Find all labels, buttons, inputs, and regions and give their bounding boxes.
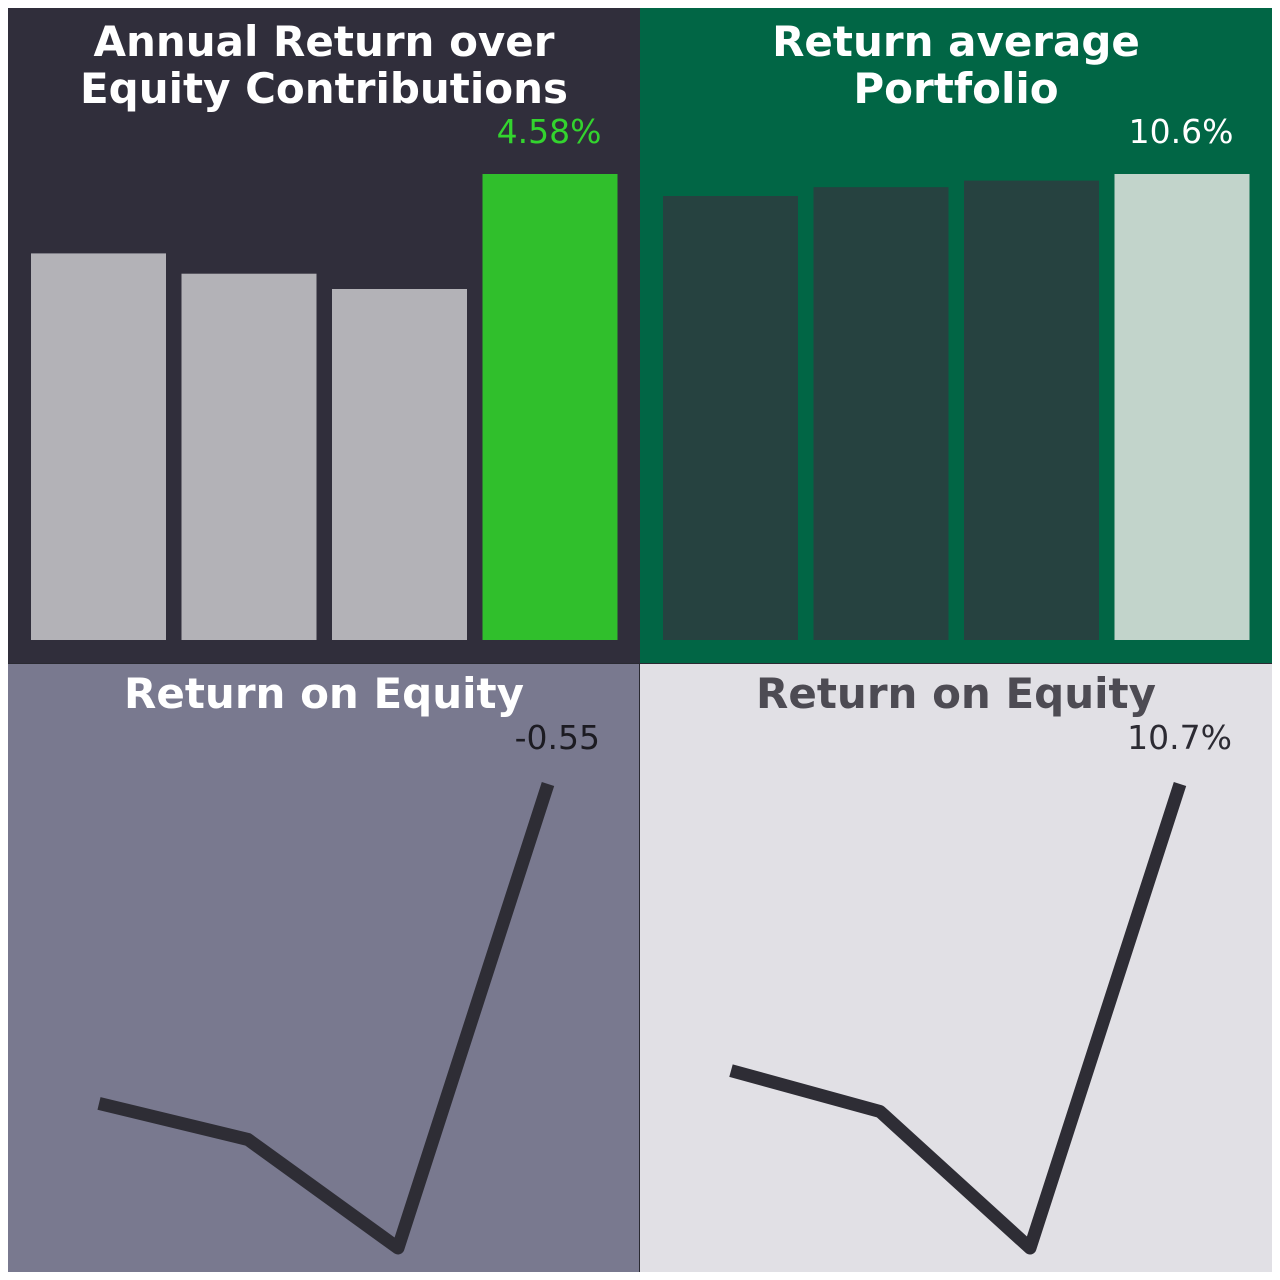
bar [181, 273, 317, 640]
panel-return-on-equity: Return on Equity -0.55 [8, 664, 640, 1272]
value-label: 10.7% [1127, 718, 1232, 757]
bar [813, 187, 949, 640]
line-chart [97, 782, 555, 1255]
bar [332, 289, 467, 640]
bar [964, 180, 1099, 640]
bar-chart [31, 174, 618, 640]
chart-title-line: Return average [772, 17, 1140, 66]
divider [639, 664, 640, 1272]
series-line [729, 782, 1187, 1255]
chart-title-line: Return on Equity [756, 669, 1156, 718]
chart-title: Return average Portfolio [640, 18, 1272, 112]
divider [8, 663, 1272, 664]
value-label: -0.55 [514, 718, 600, 757]
panel-annual-return: Annual Return over Equity Contributions … [8, 8, 640, 664]
chart-title: Return on Equity [640, 670, 1272, 717]
bar-highlight [1114, 174, 1250, 640]
line-chart [729, 782, 1187, 1255]
series-line [97, 782, 555, 1255]
bar [31, 253, 166, 640]
chart-title: Return on Equity [8, 670, 640, 717]
bar-chart [663, 174, 1250, 640]
chart-title-line: Equity Contributions [79, 64, 569, 113]
panel-return-average-portfolio: Return average Portfolio 10.6% [640, 8, 1272, 664]
chart-title: Annual Return over Equity Contributions [8, 18, 640, 112]
chart-title-line: Annual Return over [93, 17, 555, 66]
panel-return-on-equity-percent: Return on Equity 10.7% [640, 664, 1272, 1272]
bar-highlight [482, 174, 618, 640]
chart-title-line: Return on Equity [124, 669, 524, 718]
value-label: 4.58% [496, 112, 602, 151]
bar [663, 196, 798, 640]
chart-title-line: Portfolio [853, 64, 1059, 113]
value-label: 10.6% [1128, 112, 1234, 151]
